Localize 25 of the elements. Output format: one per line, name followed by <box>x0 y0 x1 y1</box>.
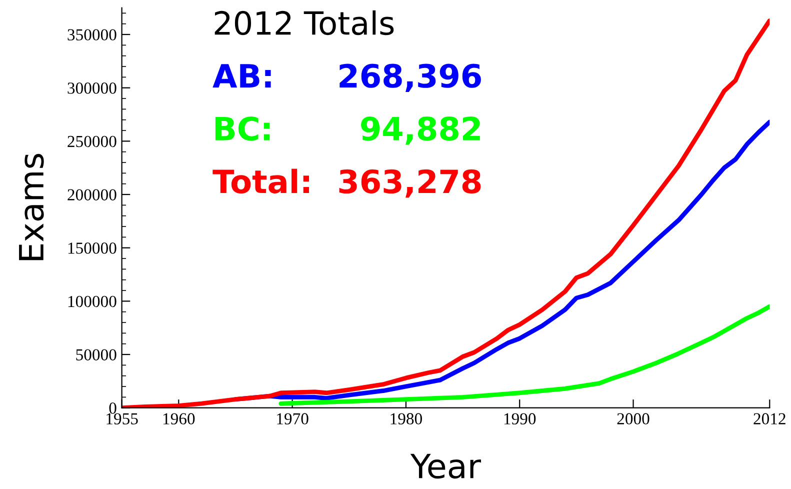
y-tick-label: 0 <box>109 402 116 414</box>
annotation: 94,882 <box>361 116 480 145</box>
x-tick-label: 1970 <box>277 413 308 424</box>
x-tick-label: 1980 <box>390 413 422 424</box>
line-series <box>278 304 770 406</box>
y-tick-label: 150000 <box>68 242 116 254</box>
annotation: AB: <box>212 64 271 88</box>
y-tick-label: 100000 <box>68 296 116 308</box>
annotation: 363,278 <box>339 169 481 198</box>
x-tick-label: 1960 <box>163 413 195 424</box>
annotation: BC: <box>215 116 270 141</box>
y-tick-label: 350000 <box>68 29 116 40</box>
y-tick-label: 200000 <box>68 189 116 200</box>
y-axis-title: Exams <box>19 154 44 260</box>
annotation: Total: <box>212 168 309 194</box>
annotation: 268,396 <box>340 64 481 92</box>
x-tick-label: 2012 <box>754 413 786 424</box>
y-tick-label: 50000 <box>76 349 116 360</box>
x-tick-label: 1955 <box>106 413 138 424</box>
y-tick-label: 300000 <box>68 82 116 94</box>
x-tick-label: 1990 <box>504 413 536 424</box>
x-tick-label: 2000 <box>617 413 650 424</box>
annotation: 2012 Totals <box>214 10 394 36</box>
x-axis-title: Year <box>410 454 482 479</box>
y-tick-label: 250000 <box>68 136 116 148</box>
